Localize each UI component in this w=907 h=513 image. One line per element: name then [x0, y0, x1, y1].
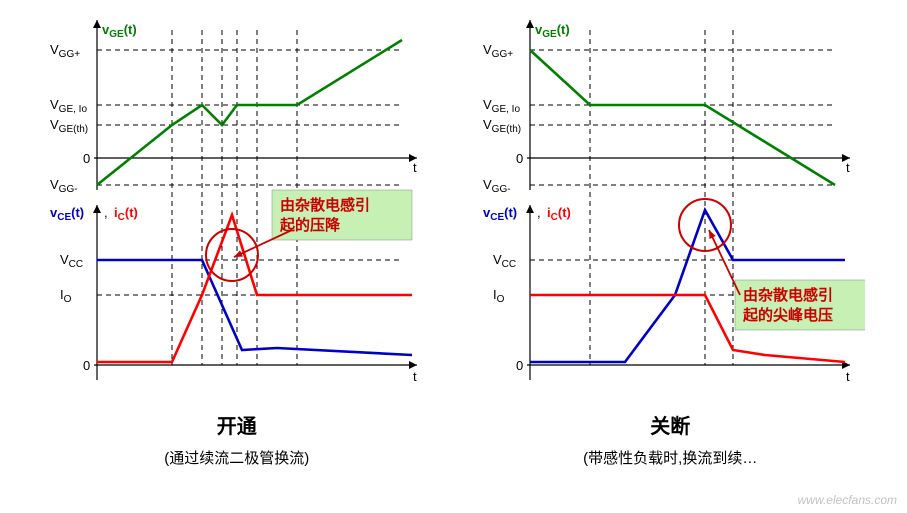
svg-text:VGG-: VGG-: [50, 177, 78, 195]
svg-text:VGG-: VGG-: [483, 177, 511, 195]
left-caption: 开通 (通过续流二极管换流): [164, 410, 309, 468]
svg-text:iC(t): iC(t): [547, 205, 571, 223]
svg-text:t: t: [413, 369, 417, 384]
svg-text:0: 0: [516, 358, 523, 373]
svg-text:,: ,: [537, 205, 541, 220]
left-title: 开通: [164, 410, 309, 439]
svg-text:t: t: [413, 160, 417, 175]
left-panel: t vGE(t) VGG+ VGE, Io VGE(th) 0 VGG-t vCE(t), i…: [42, 10, 432, 468]
svg-text:VGG+: VGG+: [50, 42, 80, 60]
right-caption: 关断 (带感性负载时,换流到续…: [583, 410, 757, 468]
svg-text:VCC: VCC: [60, 252, 83, 270]
right-title: 关断: [583, 410, 757, 439]
svg-text:VGE, Io: VGE, Io: [50, 97, 87, 115]
left-subtitle: (通过续流二极管换流): [164, 447, 309, 468]
svg-text:起的尖峰电压: 起的尖峰电压: [742, 306, 833, 324]
svg-text:0: 0: [83, 358, 90, 373]
svg-text:vGE(t): vGE(t): [102, 22, 137, 40]
container: t vGE(t) VGG+ VGE, Io VGE(th) 0 VGG-t vCE(t), i…: [0, 0, 907, 478]
svg-text:VCC: VCC: [493, 252, 516, 270]
left-chart: t vGE(t) VGG+ VGE, Io VGE(th) 0 VGG-t vCE(t), i…: [42, 10, 432, 390]
svg-text:IO: IO: [493, 287, 505, 305]
svg-text:IO: IO: [60, 287, 72, 305]
right-chart: t vGE(t) VGG+ VGE, Io VGE(th) 0 VGG-t vCE(t), i…: [475, 10, 865, 390]
svg-text:由杂散电感引: 由杂散电感引: [743, 286, 833, 304]
svg-text:iC(t): iC(t): [114, 205, 138, 223]
svg-text:,: ,: [104, 205, 108, 220]
svg-text:0: 0: [516, 151, 523, 166]
svg-text:由杂散电感引: 由杂散电感引: [280, 196, 370, 214]
svg-text:vCE(t): vCE(t): [483, 205, 517, 223]
svg-text:vGE(t): vGE(t): [535, 22, 570, 40]
svg-text:VGE(th): VGE(th): [483, 117, 521, 135]
svg-text:VGG+: VGG+: [483, 42, 513, 60]
watermark: www.elecfans.com: [798, 493, 897, 507]
svg-text:VGE, Io: VGE, Io: [483, 97, 520, 115]
svg-text:0: 0: [83, 151, 90, 166]
svg-text:VGE(th): VGE(th): [50, 117, 88, 135]
right-subtitle: (带感性负载时,换流到续…: [583, 447, 757, 468]
right-panel: t vGE(t) VGG+ VGE, Io VGE(th) 0 VGG-t vCE(t), i…: [475, 10, 865, 468]
svg-text:t: t: [846, 160, 850, 175]
svg-text:vCE(t): vCE(t): [50, 205, 84, 223]
svg-text:t: t: [846, 369, 850, 384]
